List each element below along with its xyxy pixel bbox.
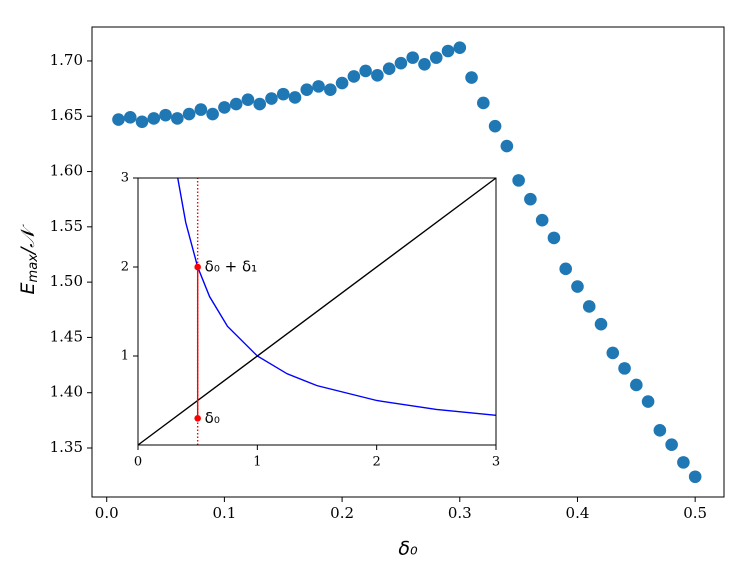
axes-frame (91, 26, 725, 498)
y-tick-label: 1 (121, 349, 129, 364)
point (582, 300, 596, 313)
point (241, 93, 255, 106)
point (465, 71, 478, 84)
point (229, 97, 243, 111)
y-label-sub: max (26, 254, 41, 283)
point (312, 80, 325, 93)
point (535, 213, 549, 227)
point (606, 346, 620, 360)
point (371, 69, 384, 82)
point (524, 192, 537, 206)
point (288, 91, 302, 104)
point (571, 280, 584, 293)
y-label-rest: /𝒩 (17, 224, 39, 256)
point (253, 97, 267, 111)
y-tick-label: 1.50 (50, 272, 83, 290)
x-axis-label: δ₀ (398, 538, 418, 560)
point (300, 83, 314, 97)
point (653, 424, 667, 437)
point (512, 174, 525, 187)
x-tick-label: 0.3 (448, 504, 472, 522)
point (441, 44, 455, 58)
point (382, 62, 396, 75)
point (182, 107, 196, 121)
point (112, 113, 125, 126)
point (347, 70, 361, 83)
point (477, 96, 490, 110)
point (488, 119, 502, 133)
marker (194, 415, 201, 422)
point (677, 456, 690, 469)
y-axis-label: Emax/𝒩 (17, 224, 41, 295)
point (418, 57, 431, 71)
point (559, 262, 573, 276)
point (324, 83, 337, 97)
point (194, 103, 208, 116)
point (394, 56, 408, 70)
point (276, 87, 290, 101)
point (500, 139, 514, 153)
x-tick-label: 0.2 (330, 504, 354, 522)
point (630, 378, 643, 392)
point (218, 101, 231, 114)
point (135, 115, 149, 129)
point (547, 231, 561, 245)
x-tick-label: 1 (253, 455, 261, 470)
point (147, 112, 161, 125)
point (641, 395, 655, 408)
x-tick-label: 0 (134, 455, 142, 470)
x-tick-label: 3 (492, 455, 500, 470)
point (429, 51, 443, 64)
point (688, 470, 702, 484)
y-tick-label: 2 (121, 260, 129, 275)
y-label-main: E (17, 282, 39, 294)
annotation: δ₀ (205, 409, 220, 427)
axes-frame (137, 177, 497, 446)
point (618, 362, 631, 375)
y-tick-label: 1.45 (50, 327, 83, 345)
y-tick-label: 3 (121, 171, 129, 186)
y-tick-label: 1.35 (50, 438, 83, 456)
y-tick-label: 1.40 (50, 383, 83, 401)
y-tick-label: 1.60 (50, 162, 83, 180)
y-tick-label: 1.70 (50, 51, 83, 69)
x-tick-label: 0.5 (683, 504, 707, 522)
marker (194, 263, 201, 271)
point (206, 107, 219, 121)
point (665, 438, 678, 451)
point (359, 64, 372, 78)
x-tick-label: 0.0 (95, 504, 119, 522)
point (453, 41, 467, 54)
y-tick-label: 1.65 (50, 106, 83, 124)
point (335, 76, 349, 90)
point (594, 317, 608, 331)
point (171, 112, 184, 125)
annotation: δ₀ + δ₁ (205, 258, 258, 276)
x-tick-label: 0.4 (566, 504, 590, 522)
point (123, 111, 137, 124)
y-tick-label: 1.55 (50, 217, 83, 235)
point (406, 51, 420, 64)
point (159, 108, 172, 122)
x-tick-label: 0.1 (212, 504, 236, 522)
point (265, 92, 278, 105)
x-tick-label: 2 (373, 455, 381, 470)
